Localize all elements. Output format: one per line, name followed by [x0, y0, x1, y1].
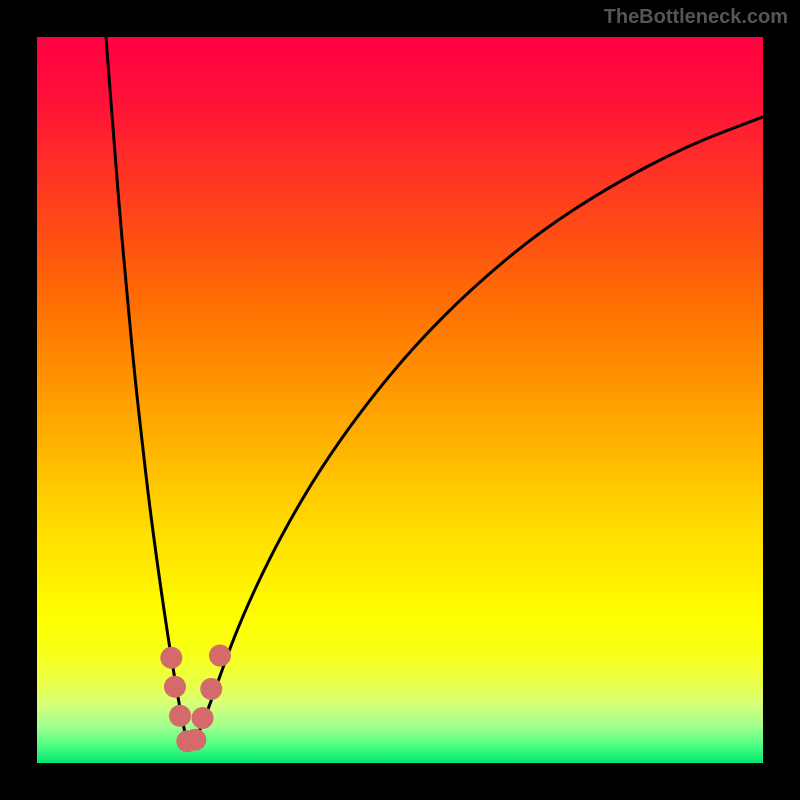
- trough-marker: [209, 645, 231, 667]
- trough-marker: [169, 705, 191, 727]
- chart-root: TheBottleneck.com: [0, 0, 800, 800]
- trough-marker: [160, 647, 182, 669]
- plot-area: [37, 37, 763, 763]
- trough-marker: [192, 707, 214, 729]
- trough-marker: [184, 729, 206, 751]
- trough-marker: [200, 678, 222, 700]
- trough-markers: [160, 645, 231, 753]
- chart-overlay: [37, 37, 763, 763]
- v-curve: [106, 37, 763, 745]
- trough-marker: [164, 676, 186, 698]
- watermark-text: TheBottleneck.com: [604, 6, 788, 29]
